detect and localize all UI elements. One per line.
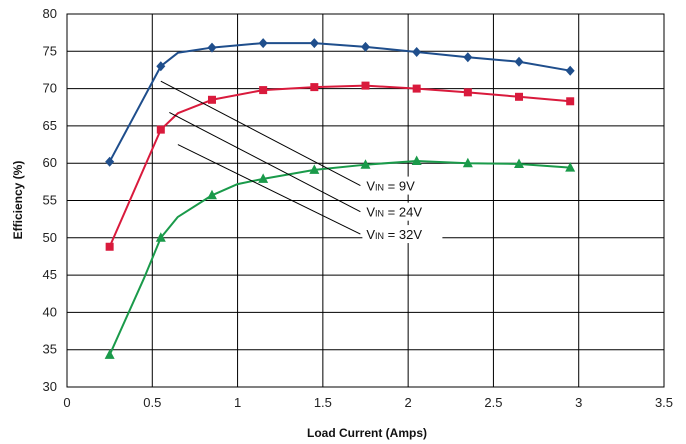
x-tick-label: 0 xyxy=(63,395,70,410)
series-lines xyxy=(108,42,571,356)
series-line-0 xyxy=(108,42,571,163)
data-point-square xyxy=(361,81,370,90)
annotations: VIN = 9V VIN = 24V VIN = 32V xyxy=(160,80,443,244)
x-tick-label: 2.5 xyxy=(484,395,502,410)
y-axis-title: Efficiency (%) xyxy=(11,161,25,240)
x-tick-label: 3 xyxy=(575,395,582,410)
x-tick-label: 3.5 xyxy=(655,395,673,410)
annotation-label-2: VIN = 32V xyxy=(366,227,422,242)
series-line-2 xyxy=(108,159,571,356)
data-point-diamond xyxy=(105,156,115,167)
annotation-leader-line xyxy=(169,112,361,213)
y-tick-labels: 30 35 40 45 50 55 60 65 70 75 80 xyxy=(43,6,57,394)
y-tick-label: 70 xyxy=(43,81,57,96)
y-tick-label: 80 xyxy=(43,6,57,21)
data-point-triangle xyxy=(104,349,115,359)
data-point-triangle xyxy=(309,164,320,174)
y-tick-label: 30 xyxy=(43,379,57,394)
data-point-triangle xyxy=(206,189,217,200)
data-point-diamond xyxy=(156,61,166,72)
y-tick-label: 45 xyxy=(43,267,57,282)
data-point-triangle xyxy=(360,159,371,169)
data-point-square xyxy=(105,242,114,251)
series-line-1 xyxy=(108,84,571,248)
data-point-triangle xyxy=(565,162,576,172)
x-tick-label: 0.5 xyxy=(143,395,161,410)
data-point-square xyxy=(566,97,575,106)
data-point-diamond xyxy=(565,65,575,76)
annotation-label-bg xyxy=(362,225,443,244)
y-tick-label: 60 xyxy=(43,155,57,170)
annotation-label-bg xyxy=(362,176,443,195)
data-point-square xyxy=(515,92,524,101)
annotation-label-0: VIN = 9V xyxy=(366,179,415,194)
data-point-diamond xyxy=(514,56,524,67)
y-tick-label: 65 xyxy=(43,118,57,133)
x-tick-label: 1 xyxy=(234,395,241,410)
y-tick-label: 75 xyxy=(43,43,57,58)
annotation-leader-line xyxy=(160,80,361,187)
data-point-diamond xyxy=(463,52,473,63)
y-tick-label: 40 xyxy=(43,304,57,319)
x-tick-labels: 0 0.5 1 1.5 2 2.5 3 3.5 xyxy=(63,395,673,410)
y-tick-label: 35 xyxy=(43,342,57,357)
y-tick-label: 50 xyxy=(43,230,57,245)
x-tick-label: 1.5 xyxy=(314,395,332,410)
annotation-label-bg xyxy=(362,202,443,221)
data-point-diamond xyxy=(361,41,370,52)
series-markers xyxy=(104,38,576,359)
data-point-triangle xyxy=(462,157,473,168)
data-point-square xyxy=(310,83,319,92)
data-point-square xyxy=(207,95,216,104)
y-tick-label: 55 xyxy=(43,193,57,208)
data-point-diamond xyxy=(412,47,422,58)
data-point-triangle xyxy=(514,158,525,168)
data-point-triangle xyxy=(258,173,269,183)
data-point-square xyxy=(412,84,421,93)
data-point-triangle xyxy=(155,232,166,242)
data-point-diamond xyxy=(207,42,217,53)
annotation-leader-line xyxy=(177,144,361,235)
data-point-triangle xyxy=(411,155,422,165)
data-point-square xyxy=(463,88,472,97)
data-point-diamond xyxy=(309,38,319,49)
annotation-label-1: VIN = 24V xyxy=(366,205,422,220)
data-point-square xyxy=(259,86,268,95)
x-axis-title: Load Current (Amps) xyxy=(307,426,427,440)
data-point-square xyxy=(156,125,165,134)
plot-area-frame xyxy=(66,13,665,388)
data-point-diamond xyxy=(258,38,268,49)
grid-lines xyxy=(66,13,665,388)
x-tick-label: 2 xyxy=(405,395,412,410)
